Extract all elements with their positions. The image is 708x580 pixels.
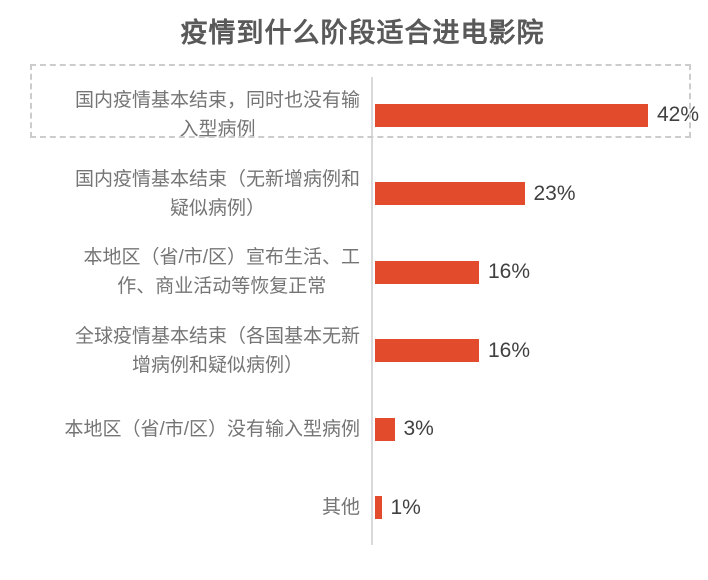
chart-row: 全球疫情基本结束（各国基本无新 增病例和疑似病例） 16% <box>0 312 708 391</box>
chart-row: 国内疫情基本结束（无新增病例和 疑似病例） 23% <box>0 155 708 234</box>
chart-row: 本地区（省/市/区）没有输入型病例 3% <box>0 390 708 469</box>
bar-chart: 国内疫情基本结束，同时也没有输 入型病例 42% 国内疫情基本结束（无新增病例和… <box>0 76 708 547</box>
category-label: 国内疫情基本结束（无新增病例和 疑似病例） <box>74 168 360 219</box>
value-label: 16% <box>488 338 531 362</box>
chart-title: 疫情到什么阶段适合进电影院 <box>180 18 545 48</box>
bar <box>375 496 382 520</box>
value-label: 16% <box>488 260 531 284</box>
category-label: 国内疫情基本结束，同时也没有输 入型病例 <box>74 90 360 141</box>
category-label: 其他 <box>321 497 360 519</box>
bar <box>375 339 479 363</box>
bar <box>375 260 479 284</box>
value-label: 23% <box>533 181 576 205</box>
value-label: 3% <box>403 417 434 441</box>
y-axis-line <box>371 77 373 545</box>
value-label: 42% <box>657 103 700 127</box>
bar <box>375 182 525 206</box>
bar <box>375 103 648 127</box>
value-label: 1% <box>390 495 421 519</box>
chart-row: 国内疫情基本结束，同时也没有输 入型病例 42% <box>0 76 708 155</box>
category-label: 本地区（省/市/区）没有输入型病例 <box>64 418 360 440</box>
category-label: 全球疫情基本结束（各国基本无新 增病例和疑似病例） <box>74 325 360 376</box>
chart-row: 本地区（省/市/区）宣布生活、工 作、商业活动等恢复正常 16% <box>0 233 708 312</box>
bar <box>375 417 395 441</box>
chart-row: 其他 1% <box>0 469 708 548</box>
category-label: 本地区（省/市/区）宣布生活、工 作、商业活动等恢复正常 <box>83 247 360 298</box>
